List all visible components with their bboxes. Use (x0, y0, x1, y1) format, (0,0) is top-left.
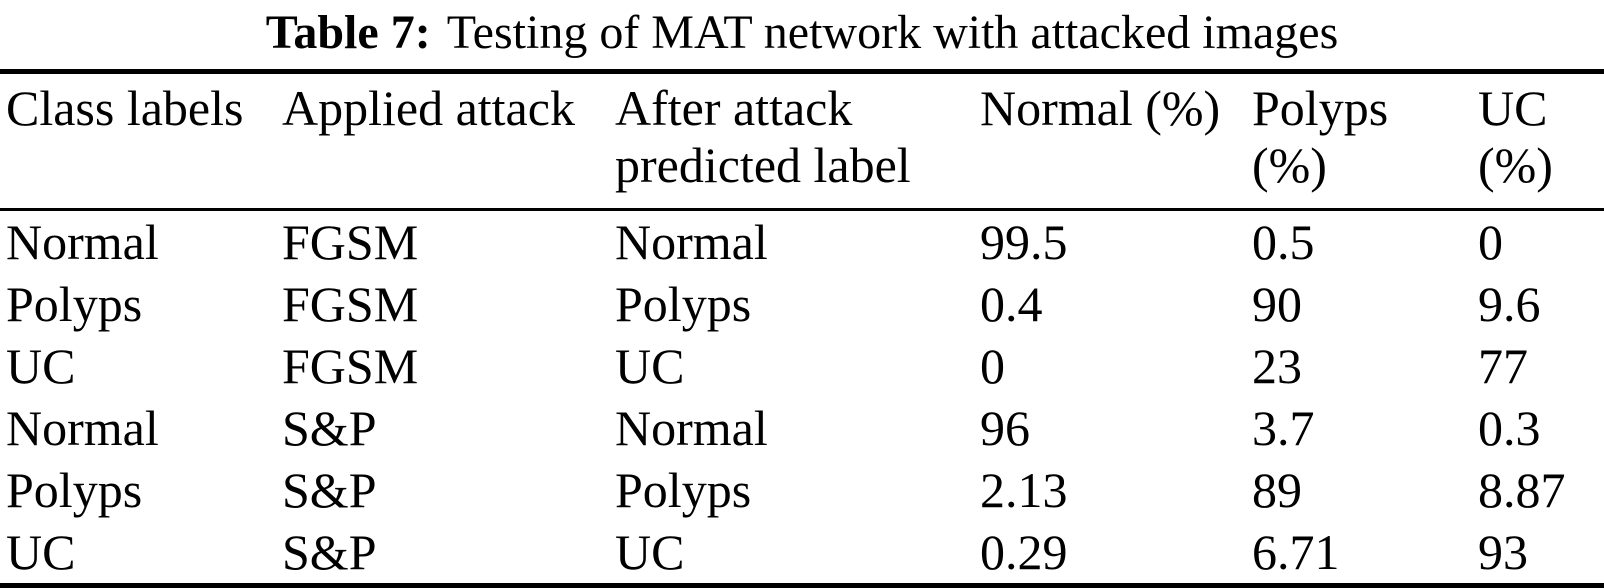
cell-predicted-label: Normal (615, 400, 768, 456)
header-line: Polyps (1252, 80, 1389, 136)
header-line: Class labels (6, 80, 244, 136)
cell-normal-pct: 99.5 (980, 214, 1068, 270)
cell-polyps-pct: 90 (1252, 276, 1302, 332)
cell-applied-attack: FGSM (282, 338, 419, 394)
table-body: Normal FGSM Normal 99.5 0.5 0 Polyps FGS… (0, 210, 1604, 586)
header-line: predicted label (615, 137, 911, 193)
column-header-uc-pct: UC (%) (1478, 71, 1604, 211)
cell-applied-attack: S&P (282, 524, 377, 580)
cell-polyps-pct: 23 (1252, 338, 1302, 394)
cell-predicted-label: Polyps (615, 462, 752, 518)
cell-uc-pct: 77 (1478, 338, 1528, 394)
cell-polyps-pct: 0.5 (1252, 214, 1315, 270)
cell-uc-pct: 0.3 (1478, 400, 1541, 456)
cell-class-label: UC (6, 338, 76, 394)
table-row: Polyps FGSM Polyps 0.4 90 9.6 (0, 273, 1604, 335)
cell-normal-pct: 0 (980, 338, 1005, 394)
cell-normal-pct: 0.4 (980, 276, 1043, 332)
cell-uc-pct: 0 (1478, 214, 1503, 270)
cell-uc-pct: 9.6 (1478, 276, 1541, 332)
table-row: Polyps S&P Polyps 2.13 89 8.87 (0, 459, 1604, 521)
header-line: (%) (1478, 137, 1553, 193)
cell-predicted-label: UC (615, 338, 685, 394)
table-row: UC S&P UC 0.29 6.71 93 (0, 521, 1604, 586)
cell-applied-attack: S&P (282, 462, 377, 518)
cell-uc-pct: 8.87 (1478, 462, 1566, 518)
cell-applied-attack: FGSM (282, 214, 419, 270)
cell-normal-pct: 2.13 (980, 462, 1068, 518)
column-header-polyps-pct: Polyps (%) (1252, 71, 1478, 211)
header-line: UC (1478, 80, 1548, 136)
table-header: Class labels Applied attack After attack… (0, 71, 1604, 211)
cell-class-label: Normal (6, 400, 159, 456)
header-line: (%) (1252, 137, 1327, 193)
header-row: Class labels Applied attack After attack… (0, 71, 1604, 211)
header-line: After attack (615, 80, 853, 136)
cell-predicted-label: Polyps (615, 276, 752, 332)
table-caption-number: Table 7: (265, 6, 431, 59)
cell-normal-pct: 0.29 (980, 524, 1068, 580)
table-row: UC FGSM UC 0 23 77 (0, 335, 1604, 397)
cell-predicted-label: Normal (615, 214, 768, 270)
header-line: Applied attack (282, 80, 575, 136)
results-table: Class labels Applied attack After attack… (0, 69, 1604, 588)
header-line: Normal (%) (980, 80, 1221, 136)
cell-applied-attack: S&P (282, 400, 377, 456)
table-caption: Table 7: Testing of MAT network with atta… (0, 0, 1604, 62)
cell-class-label: Polyps (6, 276, 143, 332)
table-caption-text: Testing of MAT network with attacked ima… (446, 6, 1339, 59)
cell-normal-pct: 96 (980, 400, 1030, 456)
table-row: Normal FGSM Normal 99.5 0.5 0 (0, 210, 1604, 274)
cell-polyps-pct: 3.7 (1252, 400, 1315, 456)
cell-class-label: Polyps (6, 462, 143, 518)
cell-uc-pct: 93 (1478, 524, 1528, 580)
cell-predicted-label: UC (615, 524, 685, 580)
cell-class-label: Normal (6, 214, 159, 270)
cell-polyps-pct: 6.71 (1252, 524, 1340, 580)
column-header-after-attack-predicted-label: After attack predicted label (615, 71, 980, 211)
table-row: Normal S&P Normal 96 3.7 0.3 (0, 397, 1604, 459)
cell-applied-attack: FGSM (282, 276, 419, 332)
column-header-class-labels: Class labels (0, 71, 282, 211)
column-header-applied-attack: Applied attack (282, 71, 615, 211)
cell-class-label: UC (6, 524, 76, 580)
cell-polyps-pct: 89 (1252, 462, 1302, 518)
column-header-normal-pct: Normal (%) (980, 71, 1252, 211)
